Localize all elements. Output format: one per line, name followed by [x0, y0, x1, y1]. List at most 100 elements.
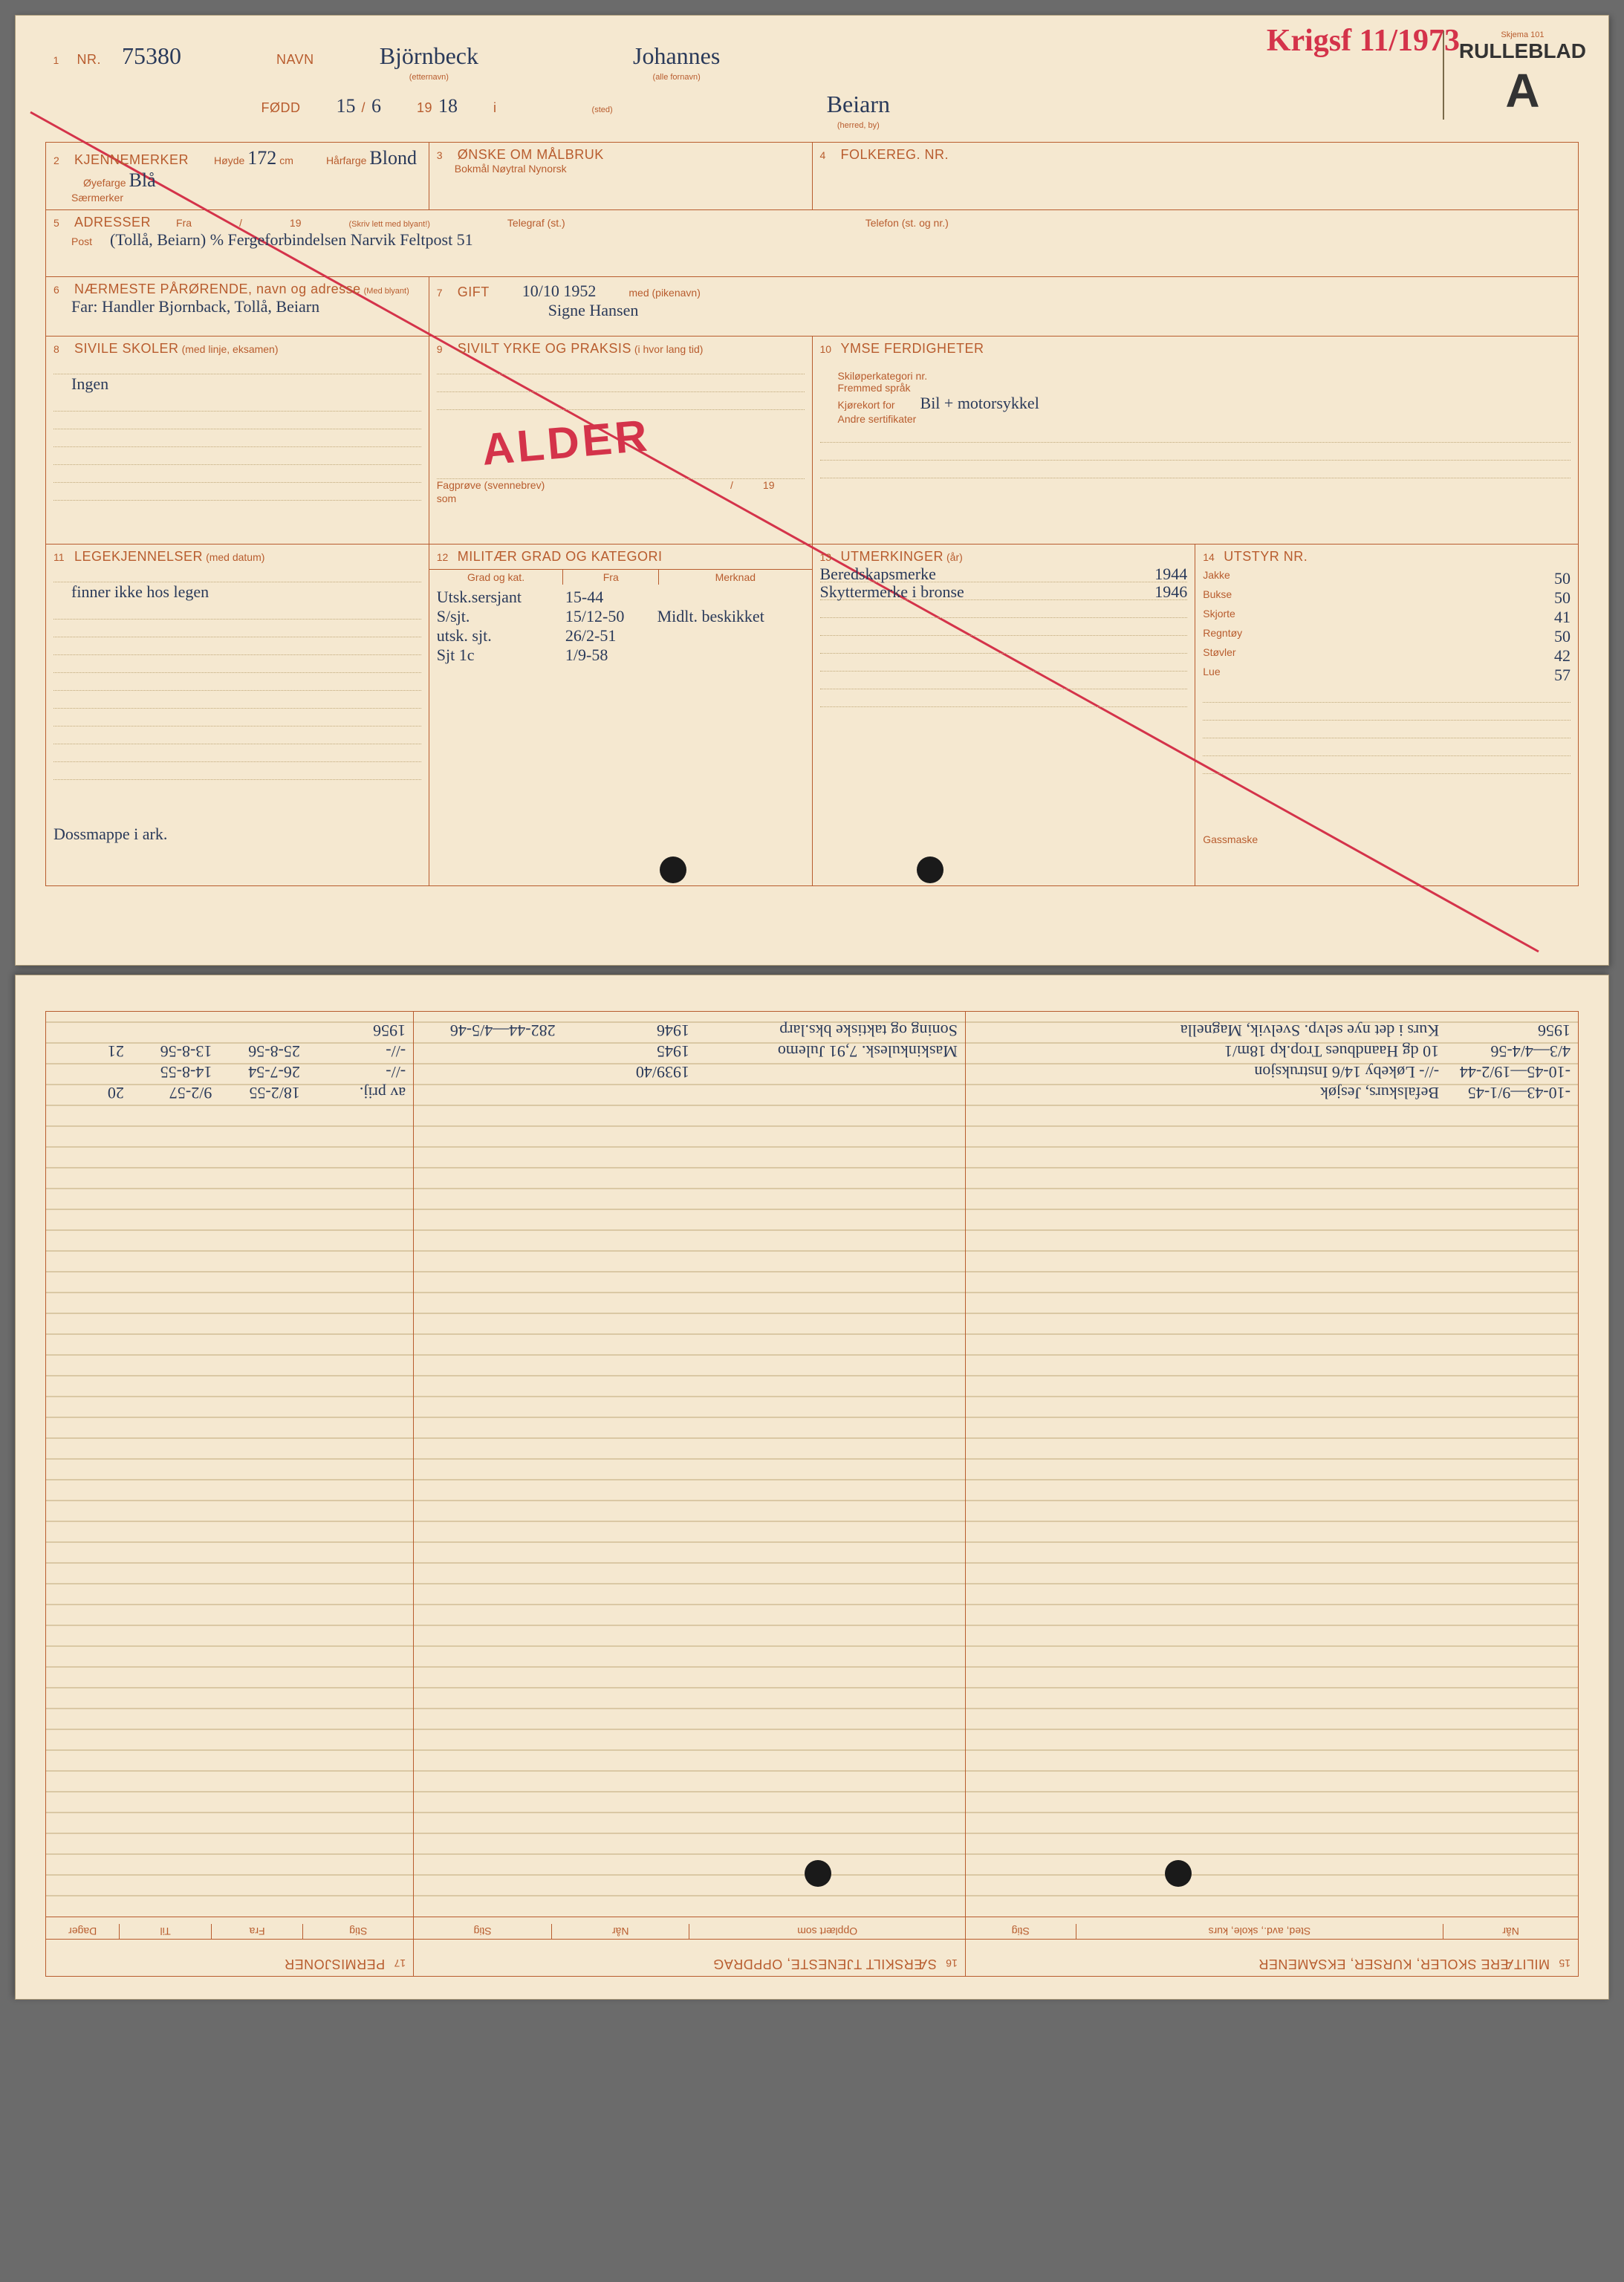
skriv-note: (Skriv lett med blyant!) [349, 220, 430, 229]
data-row: Maskinkulesk. 7,91 Julemo1945 [421, 1040, 958, 1061]
fodd-label: FØDD [262, 100, 301, 116]
malbruk-label: ØNSKE OM MÅLBRUK [458, 147, 604, 162]
section-num-1: 1 [53, 54, 71, 66]
section-num-10: 10 [820, 343, 838, 355]
data-row: -10-45—19/2-44 -//- Løkeby 14/6 Instruks… [973, 1061, 1571, 1082]
hoyde-value: 172 [247, 147, 276, 169]
legekjennelser-label: LEGEKJENNELSER [74, 549, 203, 564]
punch-hole [917, 856, 943, 883]
fremmed-label: Fremmed språk [838, 382, 1571, 394]
post-label: Post [71, 235, 92, 247]
hoyde-label: Høyde [214, 155, 244, 166]
militare-skoler-label: MILITÆRE SKOLER, KURSER, EKSAMENER [1258, 1957, 1550, 1971]
som-label: som [437, 493, 456, 504]
militar-grad-label: MILITÆR GRAD OG KATEGORI [458, 549, 663, 564]
data-row: -//- 26-7-5414-8-55 [53, 1061, 406, 1082]
herred-sub: (herred, by) [837, 121, 880, 130]
record-card-back: 15 MILITÆRE SKOLER, KURSER, EKSAMENER 16… [15, 975, 1609, 2000]
grad-row: Sjt 1c1/9-58 [437, 646, 805, 665]
legekjennelser-sub: (med datum) [206, 551, 264, 563]
grad-row: Utsk.sersjant15-44 [437, 588, 805, 607]
utstyr-row: Lue57 [1203, 666, 1571, 685]
section-num-15: 15 [1553, 1957, 1571, 1969]
sivile-skoler-label: SIVILE SKOLER [74, 341, 179, 356]
utstyr-row: Støvler42 [1203, 646, 1571, 666]
col-fra: Fra [563, 570, 659, 585]
kjorekort-label: Kjørekort for [838, 399, 895, 411]
utmerk-row: Beredskapsmerke1944 [820, 565, 1188, 582]
folkereg-label: FOLKEREG. NR. [841, 147, 949, 162]
andre-label: Andre sertifikater [838, 413, 1571, 425]
col-merknad: Merknad [659, 570, 812, 585]
fodd-day: 15 [337, 95, 356, 117]
kjorekort-value: Bil + motorsykkel [920, 394, 1039, 412]
section-num-13: 13 [820, 551, 838, 563]
utmerkinger-sub: (år) [946, 551, 963, 563]
section-num-12: 12 [437, 551, 455, 563]
legekjennelser-value: finner ikke hos legen [71, 582, 421, 602]
section-num-6: 6 [53, 284, 71, 296]
sted-sub: (sted) [592, 105, 613, 114]
sivile-skoler-sub: (med linje, eksamen) [182, 343, 279, 355]
record-card-front: Skjema 101 RULLEBLAD A Krigsf 11/1973 1 … [15, 15, 1609, 966]
fornavn-sub: (alle fornavn) [653, 73, 701, 82]
telegraf-label: Telegraf (st.) [507, 217, 565, 229]
fodd-year: 18 [438, 95, 458, 117]
harfarge-value: Blond [369, 147, 417, 169]
section-num-17: 17 [388, 1957, 406, 1969]
etternavn-sub: (etternavn) [409, 73, 449, 82]
saerskilt-label: SÆRSKILT TJENESTE, OPPDRAG [713, 1957, 937, 1971]
nr-value: 75380 [122, 42, 181, 70]
parorende-label: NÆRMESTE PÅRØRENDE, navn og adresse [74, 282, 361, 296]
oyefarge-value: Blå [129, 169, 156, 191]
sivilt-yrke-sub: (i hvor lang tid) [634, 343, 704, 355]
data-row: Soning og taktiske bks.larp1946282-44—4/… [421, 1019, 958, 1040]
gift-date: 10/10 1952 [522, 282, 597, 300]
utstyr-row: Regntøy50 [1203, 627, 1571, 646]
i-label: i [493, 100, 497, 116]
malbruk-options: Bokmål Nøytral Nynorsk [455, 163, 567, 175]
section-num-14: 14 [1203, 551, 1221, 563]
gift-label: GIFT [458, 285, 490, 299]
cm-label: cm [279, 155, 293, 166]
utstyr-row: Jakke50 [1203, 569, 1571, 588]
data-row: -//- 25-8-5613-8-5621 [53, 1040, 406, 1061]
nr-label: NR. [77, 52, 102, 68]
data-row: 4/3—4/4-5610 dg Haandbues Trop.kp 18m/1 [973, 1040, 1571, 1061]
utmerk-row: Skyttermerke i bronse1946 [820, 582, 1188, 600]
permisjoner-label: PERMISJONER [285, 1957, 386, 1971]
kjennemerker-label: KJENNEMERKER [74, 152, 189, 167]
data-row: 1939/40 [421, 1061, 958, 1082]
utstyr-row: Skjorte41 [1203, 608, 1571, 627]
adresser-value: (Tollå, Beiarn) % Fergeforbindelsen Narv… [110, 230, 473, 249]
section-num-5: 5 [53, 217, 71, 229]
parorende-value: Far: Handler Bjornback, Tollå, Beiarn [71, 297, 319, 316]
section-num-8: 8 [53, 343, 71, 355]
data-row: 1956Kurs i det nye selvp. Svelvik, Magne… [973, 1019, 1571, 1040]
punch-hole [805, 1860, 831, 1887]
gift-med: med (pikenavn) [629, 287, 701, 299]
fodd-year-prefix: 19 [417, 100, 432, 116]
navn-label: NAVN [276, 52, 314, 68]
section-num-2: 2 [53, 155, 71, 166]
data-row: av prij.18/2-559/2-5720 [53, 1082, 406, 1102]
ski-label: Skiløperkategori nr. [838, 370, 1571, 382]
gift-value: Signe Hansen [548, 301, 639, 319]
telefon-label: Telefon (st. og nr.) [865, 217, 949, 229]
utmerkinger-label: UTMERKINGER [841, 549, 944, 564]
section-num-11: 11 [53, 551, 71, 563]
punch-hole [660, 856, 686, 883]
harfarge-label: Hårfarge [326, 155, 366, 166]
col-grad: Grad og kat. [429, 570, 563, 585]
utstyr-row: Bukse50 [1203, 588, 1571, 608]
punch-hole [1165, 1860, 1192, 1887]
section-num-3: 3 [437, 149, 455, 161]
sivile-skoler-value: Ingen [71, 374, 421, 394]
adresser-label: ADRESSER [74, 215, 151, 230]
fornavn-value: Johannes [633, 42, 720, 69]
data-row: -10-43—9/1-45Befalskurs, Jesjøk [973, 1082, 1571, 1102]
herred-value: Beiarn [827, 91, 890, 117]
med-blyant: (Med blyant) [364, 287, 409, 296]
section-num-4: 4 [820, 149, 838, 161]
data-row: 1956 [53, 1019, 406, 1040]
